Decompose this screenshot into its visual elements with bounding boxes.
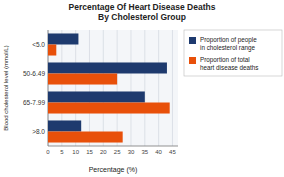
legend-label-line: heart disease deaths: [200, 64, 258, 71]
grid-line: [117, 30, 118, 146]
legend-label-line: in cholesterol range: [200, 44, 255, 52]
y-tick-label: 50-6.49: [23, 70, 45, 77]
plot-area: [48, 30, 178, 146]
chart-container: Percentage Of Heart Disease DeathsBy Cho…: [0, 0, 284, 177]
title: Percentage Of Heart Disease DeathsBy Cho…: [69, 2, 216, 22]
x-tick-label: 5: [60, 149, 64, 155]
legend-label: Proportion of totalheart disease deaths: [200, 56, 258, 71]
x-tick-label: 35: [141, 149, 148, 155]
title-line: Percentage Of Heart Disease Deaths: [69, 2, 216, 12]
x-tick-label: 10: [72, 149, 79, 155]
x-tick-label: 40: [155, 149, 162, 155]
bar: [48, 74, 117, 85]
x-tick-label: 15: [86, 149, 93, 155]
legend: Proportion of peoplein cholesterol range…: [184, 30, 282, 76]
chart: Percentage Of Heart Disease DeathsBy Cho…: [0, 0, 284, 177]
grid-line: [103, 30, 104, 146]
bars: [48, 33, 170, 142]
y-axis-label: Blood cholesterol level (mmol/L): [3, 45, 9, 130]
x-tick-label: 0: [46, 149, 50, 155]
y-tick-label: >8.0: [32, 128, 45, 135]
y-tick-label: 65-7.99: [23, 99, 45, 106]
x-axis-line: [48, 146, 178, 147]
x-axis-label: Percentage (%): [89, 166, 138, 174]
x-tick-label: 30: [128, 149, 135, 155]
legend-box: [184, 30, 282, 76]
title-line: By Cholesterol Group: [98, 12, 186, 22]
bar: [48, 120, 81, 131]
legend-swatch: [189, 37, 196, 44]
x-tick-label: 25: [114, 149, 121, 155]
bar: [48, 33, 78, 44]
bar: [48, 132, 123, 143]
grid-line: [172, 30, 173, 146]
grid-line: [158, 30, 159, 146]
bar: [48, 62, 167, 73]
bar: [48, 91, 145, 102]
x-tick-label: 20: [100, 149, 107, 155]
y-tick-label: <5.0: [32, 41, 45, 48]
legend-label: Proportion of peoplein cholesterol range: [200, 36, 257, 52]
bar: [48, 103, 170, 114]
grid-line: [130, 30, 131, 146]
legend-swatch: [189, 57, 196, 64]
bar: [48, 45, 56, 56]
grid-line: [144, 30, 145, 146]
grid-line: [89, 30, 90, 146]
x-tick-label: 45: [169, 149, 176, 155]
